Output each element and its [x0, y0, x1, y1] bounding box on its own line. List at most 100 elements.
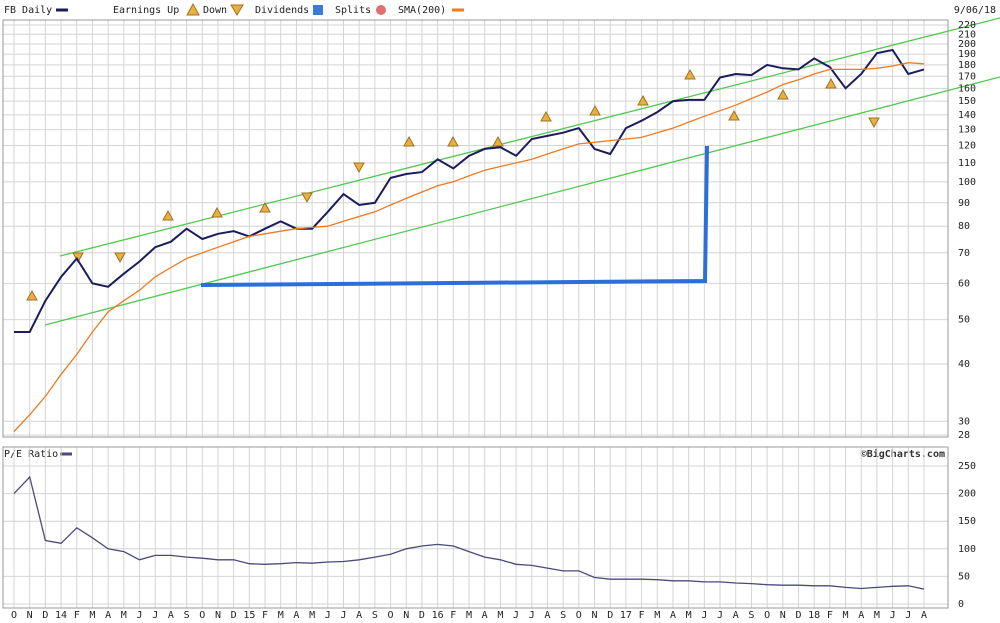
x-tick-label: O: [764, 610, 770, 621]
series-line: [14, 48, 925, 333]
y-tick-label: 30: [958, 416, 970, 427]
y-tick-label: 90: [958, 198, 970, 209]
x-tick-label: F: [827, 610, 833, 621]
x-tick-label: A: [482, 610, 488, 621]
x-tick-label: N: [27, 610, 33, 621]
y-tick-label: 220: [958, 20, 976, 31]
x-tick-label: M: [309, 610, 315, 621]
x-tick-label: O: [576, 610, 582, 621]
x-tick-label: F: [262, 610, 268, 621]
y-tick-label: 0: [958, 599, 964, 610]
x-tick-label: N: [215, 610, 221, 621]
y-tick-label: 200: [958, 489, 976, 500]
y-tick-label: 200: [958, 39, 976, 50]
y-tick-label: 110: [958, 158, 976, 169]
earnings-down: [114, 252, 126, 264]
y-tick-label: 100: [958, 177, 976, 188]
x-tick-label: S: [372, 610, 378, 621]
x-tick-label: A: [168, 610, 174, 621]
x-tick-label: F: [450, 610, 456, 621]
x-tick-label: 15: [243, 610, 255, 621]
x-tick-label: D: [419, 610, 425, 621]
earnings-up: [825, 77, 837, 89]
earnings-up: [403, 135, 415, 147]
legend-item: Earnings Up: [113, 5, 179, 16]
x-tick-label: D: [607, 610, 613, 621]
y-tick-label: 150: [958, 96, 976, 107]
pe-title: P/E Ratio: [4, 449, 58, 460]
x-tick-label: O: [388, 610, 394, 621]
y-tick-label: 80: [958, 221, 970, 232]
y-tick-label: 150: [958, 516, 976, 527]
y-tick-label: 180: [958, 60, 976, 71]
y-tick-label: 130: [958, 125, 976, 136]
x-tick-label: A: [105, 610, 111, 621]
x-tick-label: M: [686, 610, 692, 621]
x-tick-label: 16: [432, 610, 444, 621]
earnings-up: [162, 209, 174, 221]
y-tick-label: 50: [958, 571, 970, 582]
y-tick-label: 120: [958, 141, 976, 152]
earnings-down: [353, 162, 365, 174]
earnings-down: [301, 192, 313, 204]
earnings-up: [26, 289, 38, 301]
x-tick-label: A: [544, 610, 550, 621]
x-tick-label: M: [466, 610, 472, 621]
x-tick-label: 14: [55, 610, 67, 621]
trend-line: [44, 76, 1000, 326]
y-tick-label: 210: [958, 29, 976, 40]
x-tick-label: S: [748, 610, 754, 621]
x-tick-label: J: [325, 610, 331, 621]
x-tick-label: O: [11, 610, 17, 621]
credit: ©BigCharts.com: [861, 448, 945, 460]
x-tick-label: J: [513, 610, 519, 621]
x-tick-label: 18: [808, 610, 820, 621]
earnings-markers: [26, 68, 880, 301]
earnings-up: [728, 109, 740, 121]
y-tick-label: 100: [958, 544, 976, 555]
x-tick-label: J: [890, 610, 896, 621]
x-tick-label: A: [921, 610, 927, 621]
legend-icon: [186, 2, 200, 16]
legend-item: Dividends: [255, 5, 309, 16]
date-label: 9/06/18: [954, 5, 996, 16]
x-tick-label: D: [42, 610, 48, 621]
x-tick-label: S: [184, 610, 190, 621]
x-tick-label: J: [137, 610, 143, 621]
x-tick-label: J: [340, 610, 346, 621]
x-tick-label: M: [278, 610, 284, 621]
earnings-up: [492, 135, 504, 147]
x-tick-label: N: [592, 610, 598, 621]
earnings-down: [72, 252, 84, 264]
y-tick-label: 70: [958, 248, 970, 259]
x-tick-label: J: [701, 610, 707, 621]
earnings-down: [868, 117, 880, 129]
legend-item: Down: [203, 5, 227, 16]
price-frame: [2, 19, 949, 438]
series-line: [13, 475, 925, 590]
y-tick-label: 140: [958, 110, 976, 121]
series-line: [13, 62, 925, 432]
earnings-up: [684, 68, 696, 80]
x-tick-label: J: [717, 610, 723, 621]
y-tick-label: 28: [958, 430, 970, 441]
x-tick-label: J: [152, 610, 158, 621]
x-tick-label: J: [905, 610, 911, 621]
earnings-up: [637, 94, 649, 106]
x-tick-label: D: [231, 610, 237, 621]
earnings-up: [540, 110, 552, 122]
x-tick-label: M: [89, 610, 95, 621]
x-tick-label: F: [74, 610, 80, 621]
y-tick-label: 160: [958, 83, 976, 94]
x-tick-label: N: [780, 610, 786, 621]
x-tick-label: F: [639, 610, 645, 621]
y-tick-label: 50: [958, 315, 970, 326]
earnings-up: [211, 206, 223, 218]
y-tick-label: 250: [958, 461, 976, 472]
y-tick-label: 190: [958, 49, 976, 60]
x-tick-label: A: [733, 610, 739, 621]
x-tick-label: A: [670, 610, 676, 621]
annotation-line: [200, 145, 709, 287]
x-tick-label: M: [497, 610, 503, 621]
